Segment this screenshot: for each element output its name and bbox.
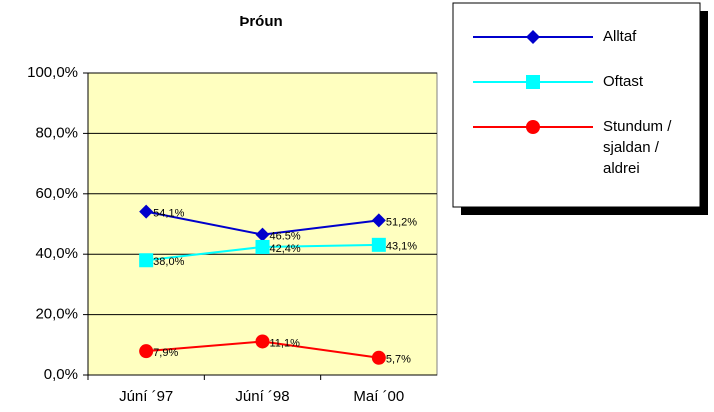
plot-area <box>87 72 438 376</box>
marker <box>526 120 540 134</box>
marker <box>526 30 540 44</box>
marker <box>526 75 540 89</box>
legend-label: Oftast <box>603 73 644 90</box>
marker <box>255 239 270 254</box>
data-label: 51,2% <box>386 216 417 228</box>
chart-title: Þróun <box>239 13 282 30</box>
marker <box>371 350 386 365</box>
data-label: 11,1% <box>270 337 301 349</box>
y-tick-label: 0,0% <box>44 366 78 383</box>
data-label: 46.5% <box>270 230 301 242</box>
marker <box>139 204 154 219</box>
y-tick-label: 60,0% <box>35 185 78 202</box>
data-label: 42,4% <box>270 243 301 255</box>
data-label: 54,1% <box>153 208 184 220</box>
marker <box>255 334 270 349</box>
marker <box>371 237 386 252</box>
marker <box>139 344 154 359</box>
marker <box>371 213 386 228</box>
marker <box>255 227 270 242</box>
y-tick-label: 40,0% <box>35 245 78 262</box>
data-label: 38,0% <box>153 256 184 268</box>
y-tick-label: 20,0% <box>35 306 78 323</box>
y-tick-label: 80,0% <box>35 124 78 141</box>
x-tick-label: Júní ´98 <box>235 388 289 405</box>
data-label: 7,9% <box>153 347 178 359</box>
x-tick-label: Júní ´97 <box>119 388 173 405</box>
legend-label: Stundum / sjaldan / aldrei <box>603 118 672 177</box>
data-label: 43,1% <box>386 241 417 253</box>
data-label: 5,7% <box>386 354 411 366</box>
x-tick-label: Maí ´00 <box>353 388 404 405</box>
y-tick-label: 100,0% <box>27 64 78 81</box>
marker <box>139 253 154 268</box>
legend-label: Alltaf <box>603 28 637 45</box>
